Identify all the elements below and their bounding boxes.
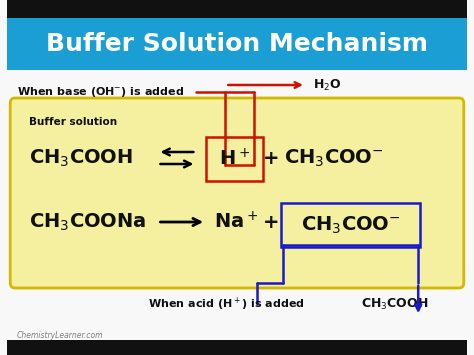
- Text: When base (OH$^{-}$) is added: When base (OH$^{-}$) is added: [17, 85, 184, 99]
- Text: H$_2$O: H$_2$O: [312, 77, 341, 93]
- FancyBboxPatch shape: [7, 340, 467, 355]
- Text: CH$_3$COOH: CH$_3$COOH: [361, 296, 428, 312]
- Text: CH$_3$COOH: CH$_3$COOH: [28, 147, 133, 169]
- Text: When acid (H$^+$) is added: When acid (H$^+$) is added: [148, 295, 305, 313]
- Text: CH$_3$COO$^{-}$: CH$_3$COO$^{-}$: [284, 147, 384, 169]
- Text: H$^+$: H$^+$: [219, 148, 250, 170]
- FancyBboxPatch shape: [206, 137, 263, 181]
- FancyBboxPatch shape: [10, 98, 464, 288]
- Text: +: +: [263, 148, 279, 168]
- Text: CH$_3$COO$^{-}$: CH$_3$COO$^{-}$: [301, 214, 400, 236]
- Text: ChemistryLearner.com: ChemistryLearner.com: [17, 331, 103, 339]
- Text: Buffer solution: Buffer solution: [28, 117, 117, 127]
- Text: Na$^+$: Na$^+$: [214, 211, 258, 233]
- Text: +: +: [263, 213, 279, 231]
- FancyBboxPatch shape: [7, 0, 467, 18]
- FancyBboxPatch shape: [281, 203, 420, 247]
- Text: Buffer Solution Mechanism: Buffer Solution Mechanism: [46, 32, 428, 56]
- FancyBboxPatch shape: [7, 18, 467, 70]
- Text: CH$_3$COONa: CH$_3$COONa: [28, 211, 146, 233]
- FancyBboxPatch shape: [7, 70, 467, 355]
